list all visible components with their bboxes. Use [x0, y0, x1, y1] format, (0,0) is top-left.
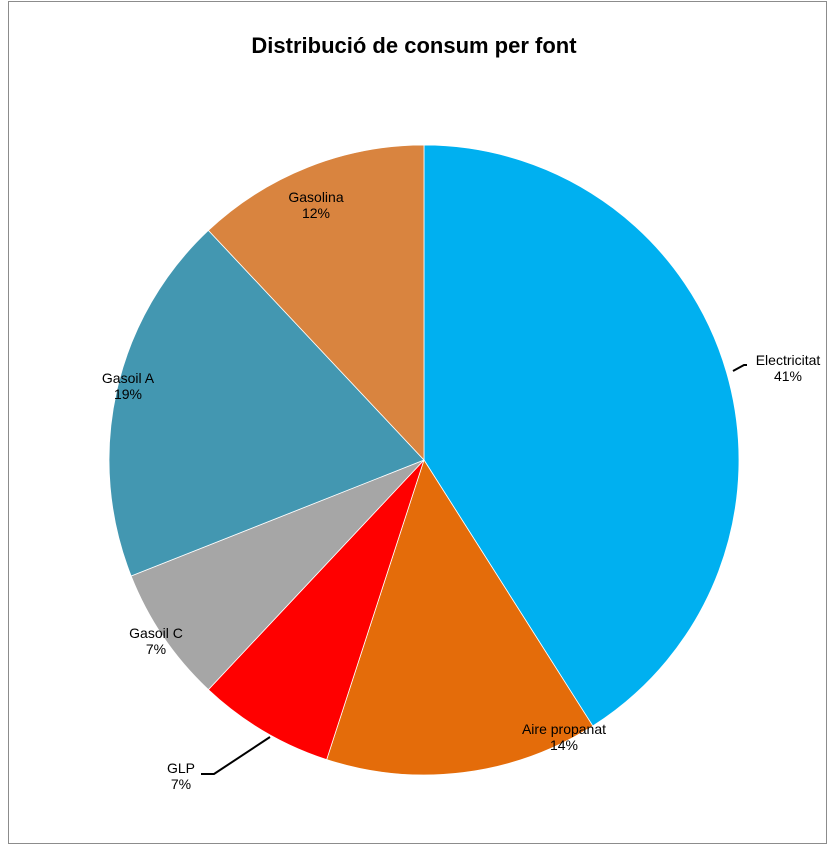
leader-lines: [201, 364, 747, 775]
pie-slice-gasolina: [207, 144, 425, 462]
slice-label-percent: 7%: [171, 776, 191, 792]
slice-label-percent: 12%: [302, 205, 330, 221]
leader-line-electricitat: [732, 364, 747, 372]
chart-title: Distribució de consum per font: [251, 33, 577, 58]
slice-label-percent: 41%: [774, 368, 802, 384]
pie-slice-electricitat: [423, 144, 740, 727]
pie-slice-glp: [207, 459, 425, 761]
slice-label-name: GLP: [167, 760, 195, 776]
slice-label-name: Gasolina: [288, 189, 343, 205]
pie-slice-gasoil-c: [130, 459, 425, 691]
slice-label-name: Gasoil C: [129, 625, 183, 641]
slice-label-percent: 19%: [114, 386, 142, 402]
slice-label-gasoil-c: Gasoil C7%: [129, 625, 183, 657]
slice-label-name: Electricitat: [756, 352, 821, 368]
pie-slice-gasoil-a: [108, 229, 425, 577]
slice-label-name: Gasoil A: [102, 370, 155, 386]
pie-slices: [108, 144, 740, 776]
leader-line-glp: [201, 736, 271, 775]
slice-label-name: Aire propanat: [522, 721, 606, 737]
slice-label-gasoil-a: Gasoil A19%: [102, 370, 155, 402]
slice-label-percent: 7%: [146, 641, 166, 657]
pie-slice-aire-propanat: [326, 459, 594, 776]
slice-label-percent: 14%: [550, 737, 578, 753]
